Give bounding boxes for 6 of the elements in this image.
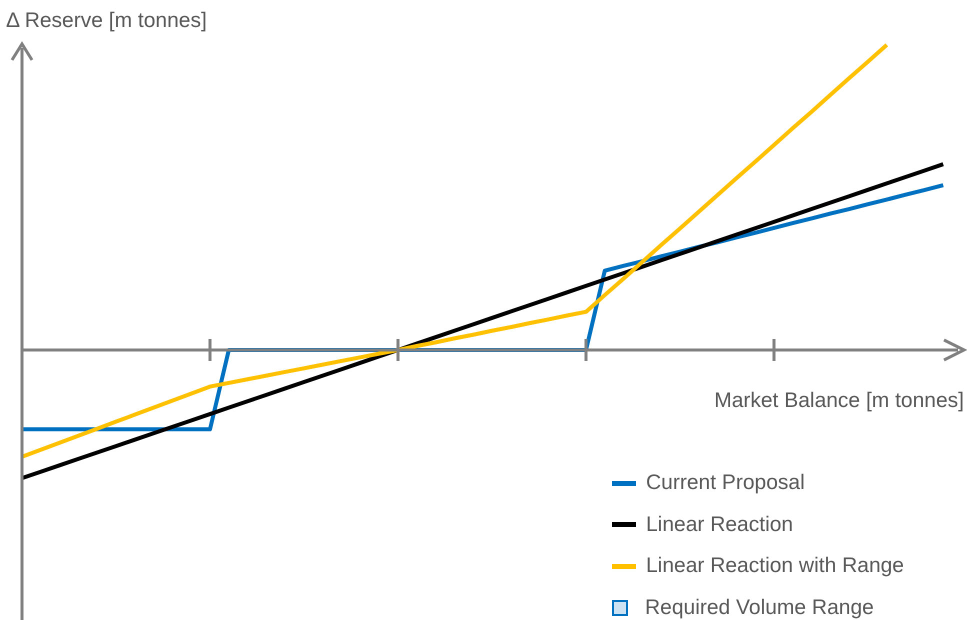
legend-label: Linear Reaction with Range <box>646 554 904 578</box>
legend-label: Linear Reaction <box>646 512 794 536</box>
legend-label: Current Proposal <box>646 471 805 495</box>
x-axis-title: Market Balance [m tonnes] <box>714 388 964 412</box>
legend-label: Required Volume Range <box>645 596 874 620</box>
y-axis-title: Δ Reserve [m tonnes] <box>6 9 207 32</box>
